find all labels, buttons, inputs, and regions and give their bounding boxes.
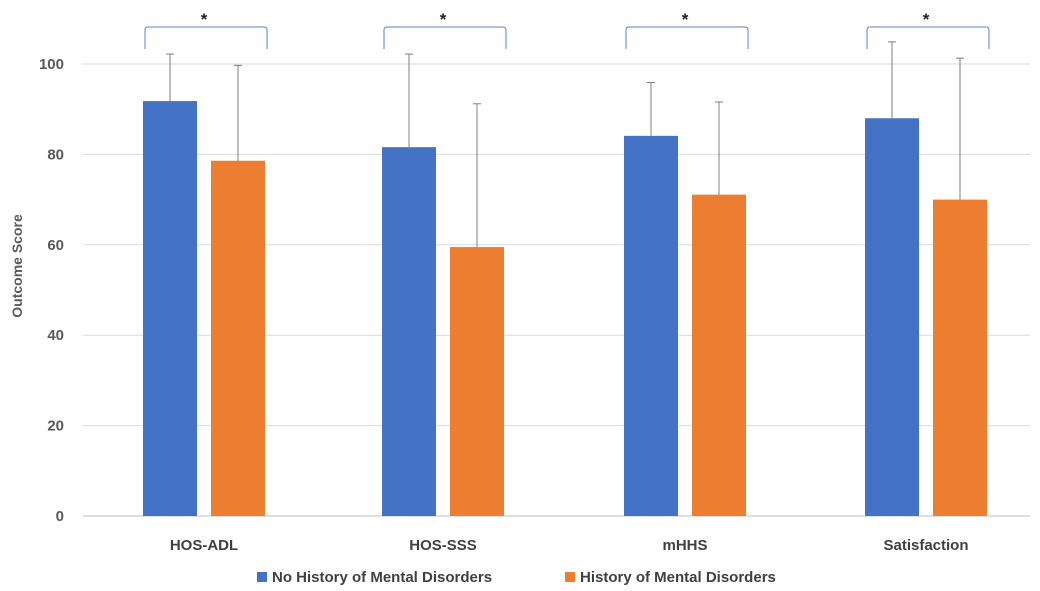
x-axis-categories: HOS-ADL HOS-SSS mHHS Satisfaction	[170, 537, 969, 554]
significance-marker: *	[923, 10, 930, 29]
y-tick-label: 40	[47, 327, 64, 344]
bar	[624, 136, 678, 516]
category-label: HOS-ADL	[170, 537, 238, 554]
y-tick-label: 20	[47, 418, 64, 435]
y-axis-ticks: 0 20 40 60 80 100	[39, 56, 64, 525]
significance-marker: *	[440, 10, 447, 29]
significance-brackets: * * * *	[145, 10, 989, 49]
bar	[865, 118, 919, 516]
y-axis-title: Outcome Score	[9, 214, 25, 318]
bar	[382, 147, 436, 516]
bars	[143, 101, 987, 516]
y-tick-label: 80	[47, 146, 64, 163]
legend-swatch-no-history	[257, 572, 267, 582]
significance-marker: *	[682, 10, 689, 29]
legend-label-history: History of Mental Disorders	[580, 569, 776, 586]
significance-bracket	[384, 27, 506, 49]
y-tick-label: 60	[47, 237, 64, 254]
category-label: HOS-SSS	[409, 537, 477, 554]
legend-swatch-history	[565, 572, 575, 582]
bar	[143, 101, 197, 516]
bar	[692, 195, 746, 516]
significance-bracket	[867, 27, 989, 49]
category-label: mHHS	[662, 537, 707, 554]
legend: No History of Mental Disorders History o…	[257, 569, 776, 586]
bar	[450, 247, 504, 516]
legend-label-no-history: No History of Mental Disorders	[272, 569, 492, 586]
y-tick-label: 0	[56, 508, 64, 525]
bar	[933, 200, 987, 516]
bar	[211, 161, 265, 516]
error-bars	[166, 42, 964, 247]
y-tick-label: 100	[39, 56, 64, 73]
significance-bracket	[626, 27, 748, 49]
category-label: Satisfaction	[883, 537, 968, 554]
significance-marker: *	[201, 10, 208, 29]
significance-bracket	[145, 27, 267, 49]
